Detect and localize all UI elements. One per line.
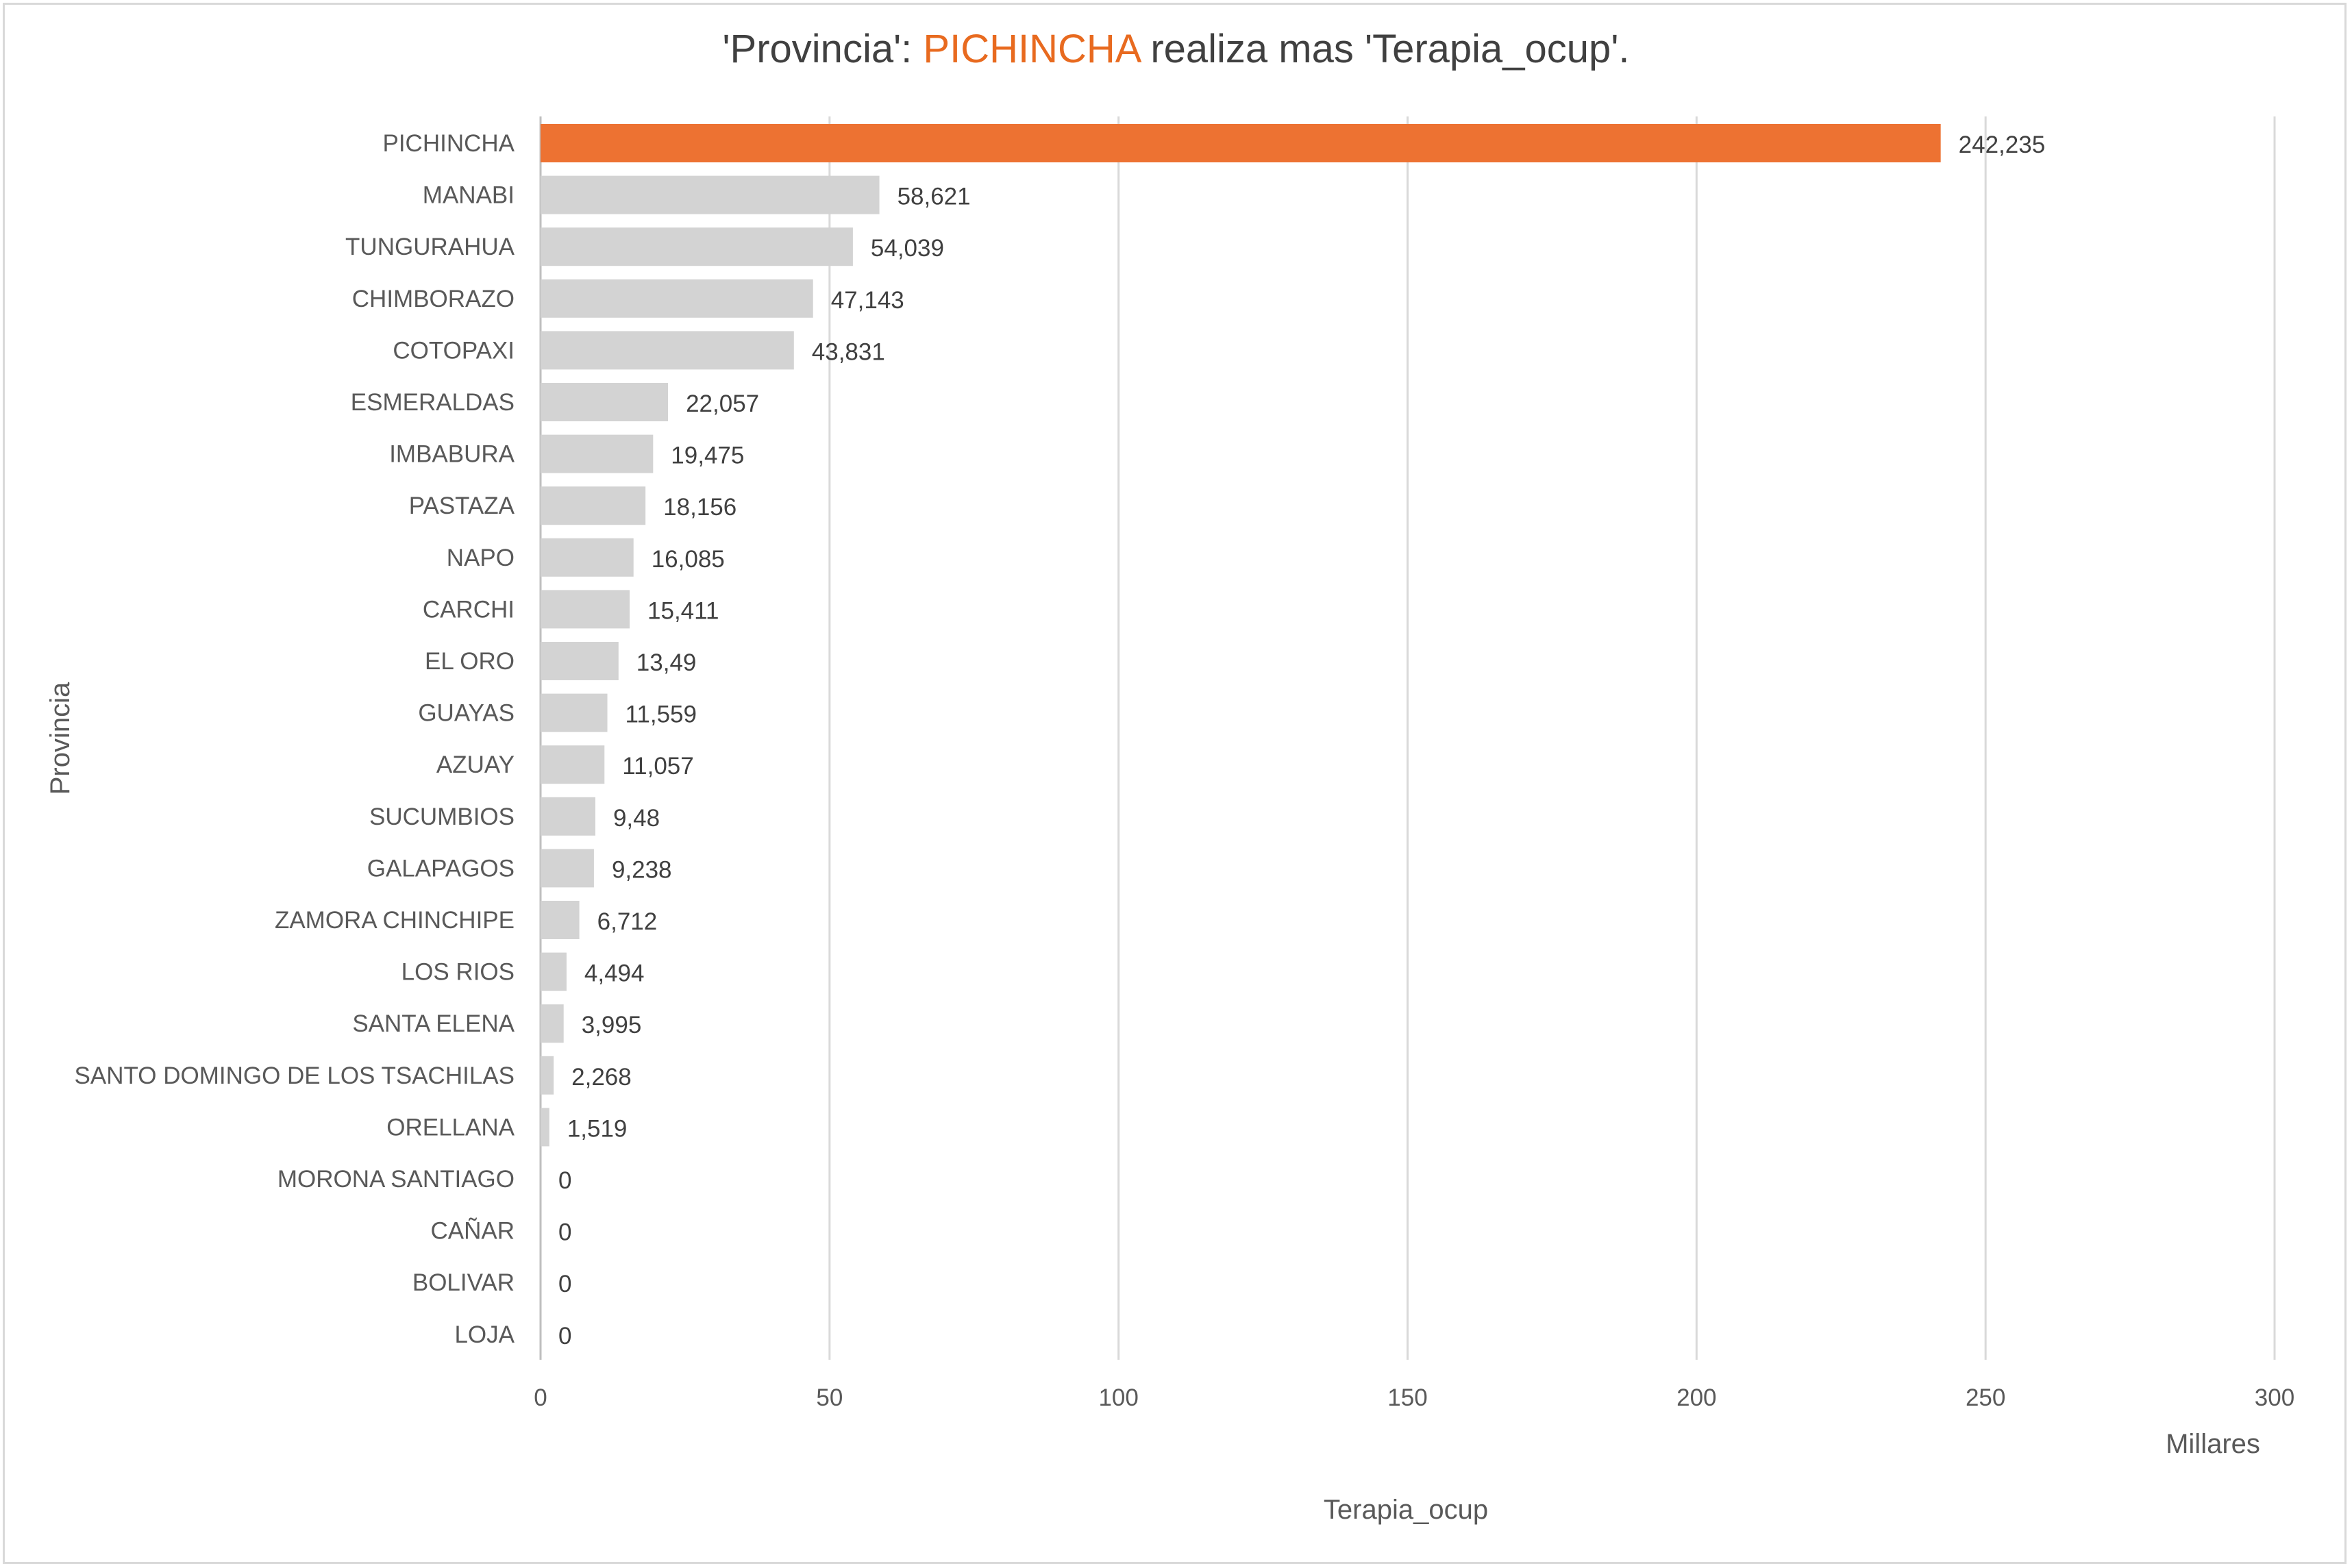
data-label: 242,235	[1959, 132, 2046, 158]
chart-title-suffix: realiza mas 'Terapia_ocup'.	[1139, 27, 1630, 71]
x-tick-label: 200	[1676, 1384, 1716, 1411]
data-label: 9,238	[612, 856, 672, 883]
x-tick-label: 0	[534, 1384, 547, 1411]
category-label: PICHINCHA	[382, 130, 515, 157]
bar	[541, 486, 646, 525]
data-label: 2,268	[571, 1064, 632, 1091]
bar	[541, 901, 580, 939]
x-tick-labels: 0 50 100 150 200 250 300	[534, 1384, 2294, 1411]
data-label: 58,621	[898, 184, 971, 210]
chart-frame	[3, 3, 2347, 1564]
data-label: 11,559	[626, 701, 697, 728]
category-label: MANABI	[423, 182, 515, 209]
category-label: ORELLANA	[386, 1114, 515, 1141]
category-label: LOS RIOS	[401, 959, 515, 986]
data-label: 1,519	[567, 1115, 628, 1142]
data-label: 11,057	[622, 753, 693, 780]
bar	[541, 279, 813, 318]
bar	[541, 538, 634, 577]
category-label: COTOPAXI	[393, 337, 515, 364]
x-tick-label: 150	[1387, 1384, 1427, 1411]
category-label: MORONA SANTIAGO	[277, 1166, 515, 1193]
chart-title-highlight: PICHINCHA	[923, 27, 1140, 71]
data-label: 19,475	[671, 443, 744, 469]
x-axis-unit-label: Millares	[2166, 1429, 2260, 1459]
bar	[541, 952, 567, 991]
bar	[541, 434, 654, 473]
bar	[541, 175, 880, 214]
chart-title: 'Provincia': PICHINCHA realiza mas 'Tera…	[0, 26, 2352, 72]
bar	[541, 693, 608, 732]
x-tick-label: 300	[2255, 1384, 2294, 1411]
bar	[541, 1004, 564, 1043]
category-label: PASTAZA	[409, 493, 515, 519]
category-label: IMBABURA	[389, 441, 515, 468]
category-label: LOJA	[454, 1321, 515, 1348]
gridlines	[539, 116, 2276, 1360]
x-axis-title: Terapia_ocup	[1324, 1495, 1488, 1525]
category-label: TUNGURAHUA	[345, 234, 515, 260]
bar	[541, 797, 595, 836]
chart-title-prefix: 'Provincia':	[722, 27, 924, 71]
x-tick-label: 250	[1966, 1384, 2005, 1411]
data-label: 0	[558, 1323, 571, 1349]
data-label: 43,831	[812, 338, 885, 365]
x-tick-label: 50	[816, 1384, 843, 1411]
category-label: EL ORO	[425, 648, 515, 675]
category-label: ZAMORA CHINCHIPE	[275, 907, 515, 934]
category-label: SUCUMBIOS	[369, 804, 515, 830]
bar	[541, 1108, 549, 1147]
data-label: 16,085	[652, 546, 725, 573]
x-tick-label: 100	[1098, 1384, 1138, 1411]
bar	[541, 590, 630, 629]
bar	[541, 383, 669, 421]
bars	[541, 124, 1941, 1147]
data-label: 54,039	[871, 235, 944, 262]
data-label: 18,156	[663, 494, 736, 521]
bar	[541, 849, 594, 888]
category-label: CHIMBORAZO	[352, 286, 515, 312]
category-label: SANTO DOMINGO DE LOS TSACHILAS	[75, 1062, 515, 1089]
data-label: 3,995	[582, 1012, 642, 1038]
data-label: 0	[558, 1167, 571, 1194]
bar	[541, 227, 853, 266]
bar	[541, 331, 794, 370]
data-label: 15,411	[647, 597, 719, 624]
category-label: ESMERALDAS	[351, 389, 515, 416]
data-label: 47,143	[831, 287, 904, 314]
bar	[541, 124, 1941, 162]
category-label: BOLIVAR	[412, 1269, 515, 1296]
category-label: CAÑAR	[430, 1218, 515, 1245]
value-labels: 242,235 58,621 54,039 47,143 43,831 22,057 19,…	[558, 132, 2045, 1349]
data-label: 0	[558, 1271, 571, 1297]
category-label: CARCHI	[423, 596, 515, 623]
data-label: 6,712	[597, 908, 658, 935]
category-labels: PICHINCHA MANABI TUNGURAHUA CHIMBORAZO COTOP…	[75, 130, 515, 1348]
data-label: 13,49	[636, 649, 697, 676]
category-label: SANTA ELENA	[352, 1010, 515, 1037]
category-label: NAPO	[447, 545, 515, 571]
category-label: GALAPAGOS	[367, 855, 515, 882]
bar	[541, 642, 619, 680]
category-label: AZUAY	[436, 751, 515, 778]
data-label: 22,057	[686, 390, 759, 417]
y-axis-title: Provincia	[45, 682, 75, 795]
category-label: GUAYAS	[418, 700, 515, 727]
data-label: 9,48	[613, 805, 660, 832]
data-label: 4,494	[584, 960, 645, 987]
bar	[541, 1056, 554, 1095]
data-label: 0	[558, 1219, 571, 1246]
bar	[541, 745, 605, 784]
